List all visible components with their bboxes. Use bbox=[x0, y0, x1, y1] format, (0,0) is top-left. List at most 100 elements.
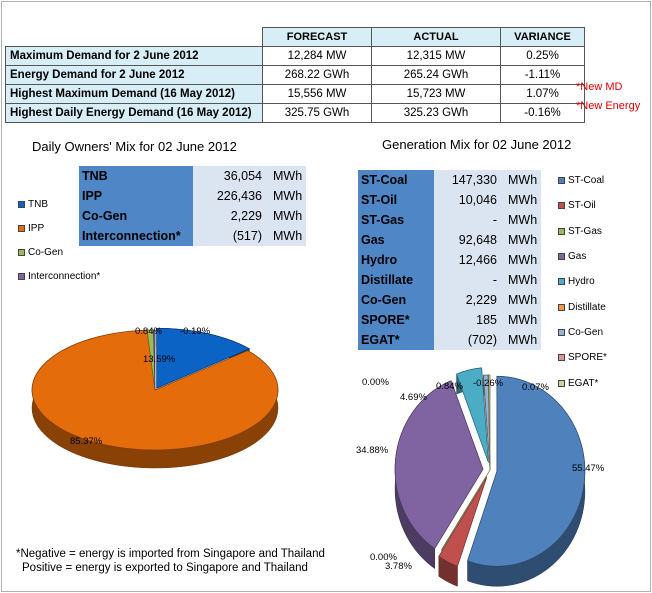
gen-value: - bbox=[434, 270, 500, 290]
legend-swatch bbox=[558, 379, 565, 387]
gen-data-label-st-coal: 55.47% bbox=[572, 463, 605, 474]
summary-row-label: Maximum Demand for 2 June 2012 bbox=[5, 46, 263, 66]
gen-data-label-st-oil: 3.78% bbox=[385, 561, 412, 572]
pie-slice-tnb bbox=[156, 327, 251, 389]
owners-name: IPP bbox=[79, 186, 193, 206]
gen-value: 10,046 bbox=[434, 190, 500, 210]
gen-name: Co-Gen bbox=[358, 290, 434, 310]
legend-label: TNB bbox=[28, 198, 48, 210]
legend-item: TNB bbox=[18, 192, 100, 216]
summary-header-row: FORECAST ACTUAL VARIANCE bbox=[5, 27, 585, 47]
gen-name: Hydro bbox=[358, 250, 434, 270]
gen-data-label-egat: -0.26% bbox=[473, 378, 504, 389]
pie-slice-st-coal bbox=[467, 375, 586, 567]
owners-name: TNB bbox=[79, 166, 193, 186]
legend-label: Co-Gen bbox=[568, 326, 604, 338]
legend-label: EGAT* bbox=[568, 377, 599, 389]
gen-unit: MWh bbox=[500, 190, 541, 210]
owners-data-label-tnb: 13.59% bbox=[143, 354, 176, 365]
legend-item: Gas bbox=[558, 244, 607, 269]
owners-row: IPP 226,436 MWh bbox=[79, 186, 306, 206]
legend-swatch bbox=[558, 202, 565, 210]
summary-row-label: Energy Demand for 2 June 2012 bbox=[5, 65, 263, 85]
summary-row-label: Highest Daily Energy Demand (16 May 2012… bbox=[5, 103, 263, 123]
owners-data-label-interconnection: -0.19% bbox=[180, 326, 211, 337]
pie-slice-st-gas bbox=[441, 469, 491, 551]
new-md-note: *New MD bbox=[576, 81, 623, 93]
legend-label: ST-Gas bbox=[568, 225, 602, 237]
legend-swatch bbox=[558, 328, 565, 336]
owners-data-label-ipp: 85.37% bbox=[70, 436, 103, 447]
gen-data-label-gas: 34.88% bbox=[356, 445, 389, 456]
summary-header-forecast: FORECAST bbox=[262, 27, 372, 47]
legend-label: Hydro bbox=[568, 276, 595, 288]
summary-row-forecast: 325.75 GWh bbox=[262, 103, 372, 123]
gen-row: SPORE* 185 MWh bbox=[358, 310, 541, 330]
summary-table: FORECAST ACTUAL VARIANCE Maximum Demand … bbox=[5, 27, 585, 123]
pie-slice-st-oil bbox=[438, 476, 488, 567]
generation-chart-title: Generation Mix for 02 June 2012 bbox=[382, 137, 572, 152]
pie-slice-gas bbox=[394, 380, 484, 550]
summary-row-actual: 12,315 MW bbox=[371, 46, 501, 66]
owners-unit: MWh bbox=[265, 206, 306, 226]
gen-row: ST-Gas - MWh bbox=[358, 210, 541, 230]
gen-data-label-cogen: 0.84% bbox=[436, 381, 463, 392]
gen-name: Distillate bbox=[358, 270, 434, 290]
legend-label: IPP bbox=[28, 222, 45, 234]
owners-name: Interconnection* bbox=[79, 226, 193, 246]
owners-value: 2,229 bbox=[193, 206, 265, 226]
gen-unit: MWh bbox=[500, 310, 541, 330]
legend-item: Distillate bbox=[558, 294, 607, 319]
owners-value: (517) bbox=[193, 226, 265, 246]
gen-data-label-spore: 0.07% bbox=[522, 382, 549, 393]
legend-swatch bbox=[18, 272, 25, 280]
gen-unit: MWh bbox=[500, 170, 541, 190]
gen-name: EGAT* bbox=[358, 330, 434, 350]
owners-row: Interconnection* (517) MWh bbox=[79, 226, 306, 246]
gen-value: 2,229 bbox=[434, 290, 500, 310]
gen-row: EGAT* (702) MWh bbox=[358, 330, 541, 350]
summary-row: Energy Demand for 2 June 2012 268.22 GWh… bbox=[5, 65, 585, 85]
footnote-line-1: *Negative = energy is imported from Sing… bbox=[16, 548, 325, 560]
gen-row: ST-Coal 147,330 MWh bbox=[358, 170, 541, 190]
legend-item: ST-Oil bbox=[558, 193, 607, 218]
gen-row: ST-Oil 10,046 MWh bbox=[358, 190, 541, 210]
legend-swatch bbox=[18, 200, 25, 208]
legend-label: Distillate bbox=[568, 301, 606, 313]
gen-value: 147,330 bbox=[434, 170, 500, 190]
gen-value: 92,648 bbox=[434, 230, 500, 250]
owners-value: 226,436 bbox=[193, 186, 265, 206]
gen-name: Gas bbox=[358, 230, 434, 250]
summary-header-variance: VARIANCE bbox=[500, 27, 585, 47]
owners-unit: MWh bbox=[265, 186, 306, 206]
summary-row-variance: 1.07% bbox=[500, 84, 585, 104]
owners-legend: TNB IPP Co-Gen Interconnection* bbox=[18, 192, 100, 288]
owners-table: TNB 36,054 MWh IPP 226,436 MWh Co-Gen 2,229 MW… bbox=[79, 166, 306, 246]
footnote-line-2: Positive = energy is exported to Singapo… bbox=[22, 562, 308, 574]
gen-unit: MWh bbox=[500, 290, 541, 310]
legend-item: Co-Gen bbox=[18, 240, 100, 264]
pie-slice-egat bbox=[488, 374, 491, 471]
legend-item: IPP bbox=[18, 216, 100, 240]
gen-name: ST-Gas bbox=[358, 210, 434, 230]
owners-row: TNB 36,054 MWh bbox=[79, 166, 306, 186]
gen-unit: MWh bbox=[500, 230, 541, 250]
legend-label: ST-Oil bbox=[568, 200, 596, 212]
legend-swatch bbox=[18, 224, 25, 232]
gen-row: Gas 92,648 MWh bbox=[358, 230, 541, 250]
gen-unit: MWh bbox=[500, 210, 541, 230]
legend-item: SPORE* bbox=[558, 345, 607, 370]
summary-header-blank bbox=[5, 27, 263, 47]
legend-swatch bbox=[558, 177, 565, 185]
legend-swatch bbox=[558, 303, 565, 311]
owners-data-label-cogen: 0.84% bbox=[135, 326, 162, 337]
owners-chart-title: Daily Owners' Mix for 02 June 2012 bbox=[32, 139, 237, 154]
summary-row-actual: 265.24 GWh bbox=[371, 65, 501, 85]
summary-row-variance: -0.16% bbox=[500, 103, 585, 123]
legend-item: ST-Gas bbox=[558, 219, 607, 244]
gen-name: ST-Oil bbox=[358, 190, 434, 210]
gen-row: Hydro 12,466 MWh bbox=[358, 250, 541, 270]
gen-unit: MWh bbox=[500, 330, 541, 350]
